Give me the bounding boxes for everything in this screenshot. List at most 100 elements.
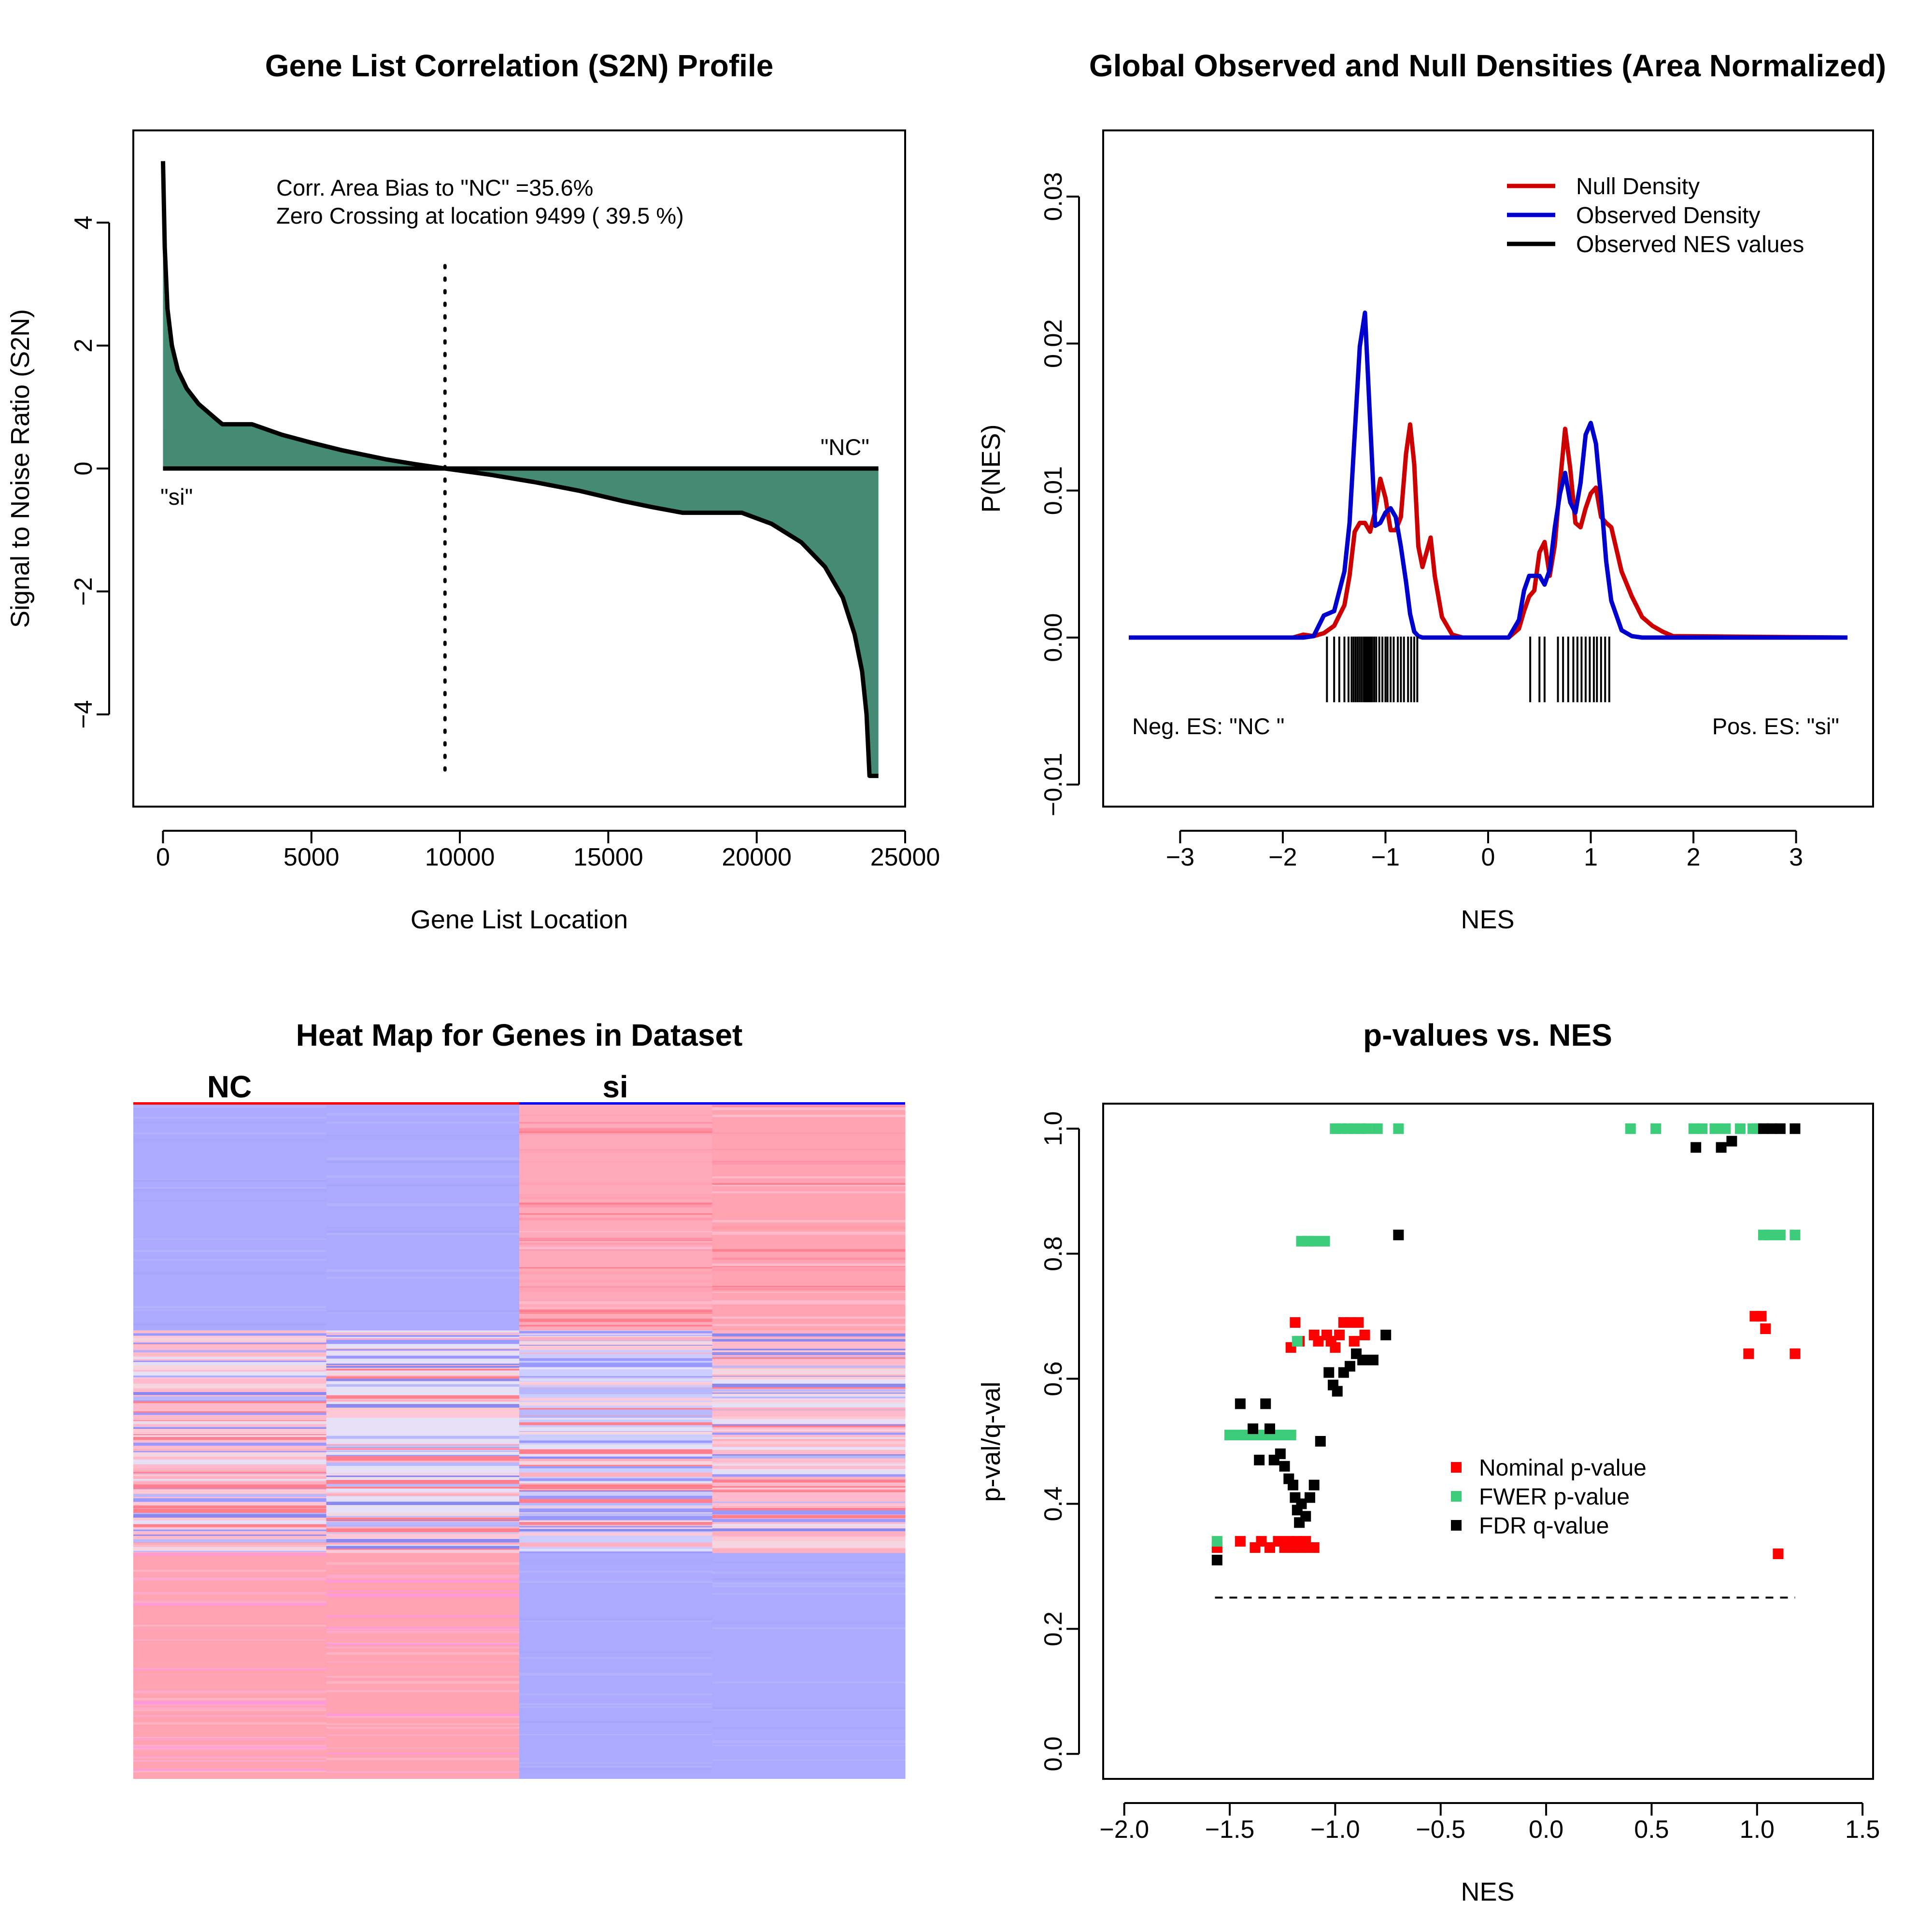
fwer-p-point [1625,1123,1636,1134]
heatmap-stripe [326,1479,520,1484]
heatmap-stripe [712,1519,906,1522]
heatmap-stripe [712,1258,906,1260]
pvalue-x-axis: −2.0 −1.5 −1.0 −0.5 0.0 0.5 1.0 1.5 [1099,1802,1880,1844]
heatmap-stripe [519,1379,712,1381]
heatmap-stripe [133,1745,327,1746]
heatmap-stripe [712,1760,906,1761]
heatmap-stripe [133,1498,327,1503]
heatmap-stripe [133,1179,327,1182]
heatmap-stripe [519,1312,712,1314]
heatmap-stripe [519,1618,712,1619]
s2n-right-class-label: "NC" [821,434,869,460]
nominal-p-point [1235,1536,1246,1547]
heatmap-stripe [133,1122,327,1123]
heatmap-stripe [519,1391,712,1394]
fdr-q-point [1323,1367,1335,1378]
heatmap-stripe [326,1395,520,1399]
heatmap-stripe [519,1461,712,1463]
heatmap-stripe [133,1361,327,1362]
heatmap-stripe [519,1570,712,1573]
pvalue-y-tick-label: 0.6 [1039,1361,1067,1396]
heatmap-stripe [712,1473,906,1477]
heatmap-stripe [326,1413,520,1418]
heatmap-stripe [133,1105,327,1108]
density-x-axis-label: NES [1461,905,1514,934]
heatmap-stripe [133,1396,327,1401]
density-x-axis: −3 −2 −1 0 1 2 3 [1166,830,1803,871]
heatmap-stripe [326,1516,520,1518]
heatmap-stripe [712,1403,906,1408]
heatmap-stripe [133,1475,327,1477]
heatmap-stripe [519,1335,712,1336]
heatmap-stripe [712,1582,906,1585]
heatmap-stripe [326,1468,520,1470]
s2n-area-bias-annotation: Corr. Area Bias to "NC" =35.6% [276,175,593,200]
heatmap-stripe [519,1243,712,1245]
nominal-p-point [1344,1317,1355,1328]
heatmap-stripe [712,1709,906,1711]
s2n-x-tick-label: 5000 [284,843,340,871]
heatmap-stripe [133,1523,327,1527]
s2n-x-tick-label: 20000 [722,843,792,871]
heatmap-stripe [326,1690,520,1692]
heatmap-stripe [326,1533,520,1538]
heatmap-stripe [326,1737,520,1738]
heatmap-stripe [712,1441,906,1444]
heatmap-stripe [519,1363,712,1367]
heatmap-stripe [133,1639,327,1641]
heatmap-stripe [133,1478,327,1481]
heatmap-stripe [133,1338,327,1341]
heatmap-cell [712,1105,906,1331]
pvalue-y-tick-label: 1.0 [1039,1111,1067,1146]
heatmap-stripe [133,1514,327,1519]
heatmap-stripe [712,1745,906,1747]
heatmap-stripe [133,1518,327,1520]
heatmap-stripe [326,1334,520,1335]
pvalue-x-tick-label: −1.5 [1205,1816,1255,1844]
heatmap-stripe [519,1202,712,1205]
heatmap-stripe [712,1478,906,1483]
heatmap-stripe [712,1300,906,1303]
heatmap-stripe [712,1537,906,1541]
heatmap-stripe [326,1406,520,1412]
pvalue-x-axis-label: NES [1461,1877,1514,1906]
heatmap-stripe [519,1529,712,1532]
heatmap-stripe [519,1382,712,1385]
fwer-p-point [1720,1123,1731,1134]
heatmap-stripe [326,1713,520,1717]
heatmap-stripe [326,1122,520,1124]
heatmap-stripe [326,1421,520,1427]
heatmap-stripe [326,1448,520,1450]
fdr-q-point [1264,1423,1276,1435]
heatmap-stripe [133,1489,327,1492]
heatmap-stripe [133,1476,327,1478]
heatmap-stripe [326,1399,520,1402]
density-x-tick-label: 2 [1687,843,1701,871]
heatmap-stripe [712,1541,906,1545]
heatmap-stripe [712,1681,906,1684]
heatmap-stripe [712,1183,906,1185]
nominal-p-point [1256,1536,1267,1547]
heatmap-stripe [326,1378,520,1381]
heatmap-stripe [133,1698,327,1701]
density-y-tick-label: −0.01 [1039,753,1067,817]
heatmap-stripe [712,1355,906,1357]
nominal-p-point [1743,1348,1754,1359]
heatmap-stripe [133,1701,327,1703]
heatmap-stripe [519,1271,712,1274]
heatmap-stripe [326,1462,520,1466]
heatmap-stripe [712,1392,906,1396]
heatmap-stripe [133,1707,327,1709]
heatmap-stripe [519,1381,712,1383]
s2n-profile-panel: Gene List Correlation (S2N) Profile 0 500… [6,48,940,934]
heatmap-stripe [133,1755,327,1756]
fwer-p-point [1764,1229,1776,1240]
heatmap-stripe [712,1290,906,1293]
heatmap-stripe [712,1226,906,1229]
heatmap-stripe [519,1526,712,1530]
heatmap-stripe [519,1508,712,1513]
density-x-tick-label: 3 [1789,843,1803,871]
heatmap-stripe [133,1459,327,1464]
density-x-tick-label: −3 [1166,843,1194,871]
heatmap-stripe [326,1758,520,1761]
